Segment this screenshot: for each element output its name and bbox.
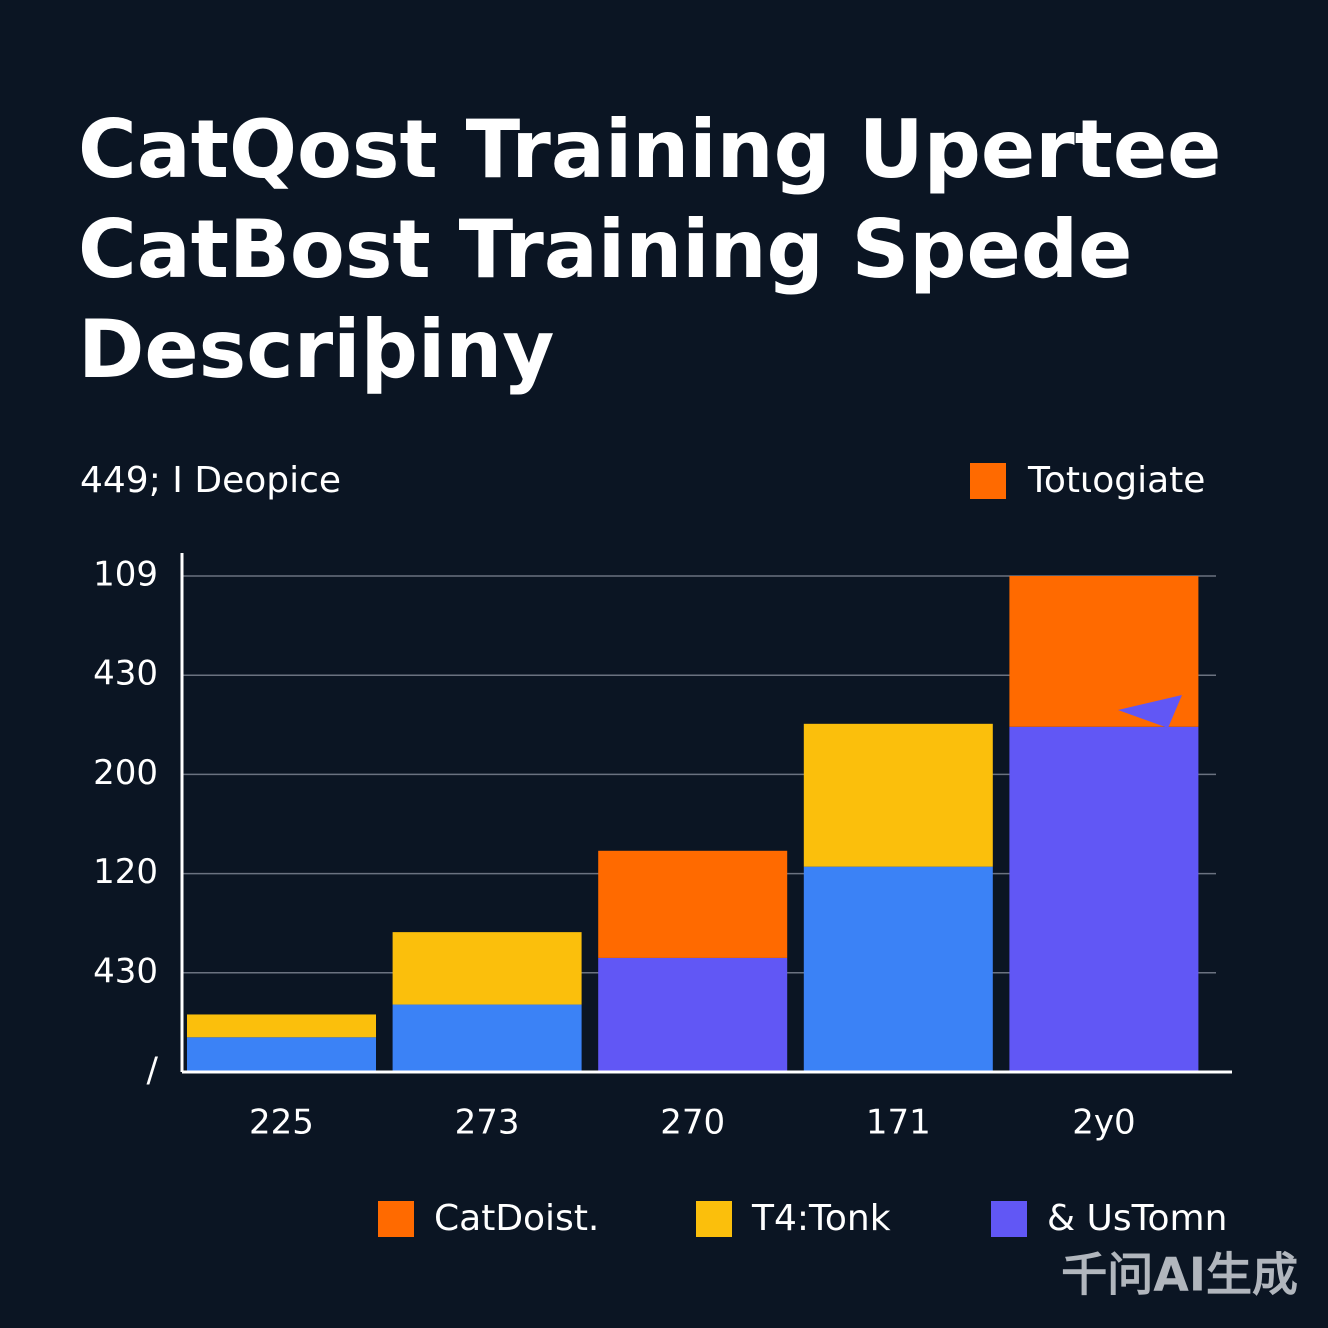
bar-segment — [803, 723, 993, 867]
legend-swatch — [970, 463, 1006, 499]
bar-segment — [392, 932, 582, 1005]
legend-swatch — [378, 1201, 414, 1237]
chart-title: Descriþiny — [78, 303, 554, 396]
x-tick-label: 270 — [660, 1103, 725, 1143]
legend-label: CatDoist. — [434, 1198, 599, 1239]
x-tick-label: 171 — [866, 1103, 931, 1143]
bar-segment — [803, 866, 993, 1072]
bar-segment — [187, 1037, 376, 1072]
arrow — [1118, 695, 1182, 728]
chart-title: CatQost Training Upertee — [78, 103, 1221, 196]
y-tick-label: 430 — [93, 951, 158, 991]
chart-title: CatBost Training Spede — [78, 203, 1132, 296]
legend-swatch — [991, 1201, 1027, 1237]
y-tick-label: / — [147, 1051, 159, 1091]
legend-label: T4:Tonk — [751, 1198, 891, 1239]
legend-swatch — [696, 1201, 732, 1237]
y-tick-label: 200 — [93, 753, 158, 793]
y-tick-label: 109 — [93, 555, 158, 595]
y-tick-label: 120 — [93, 852, 158, 892]
bar-segment — [1009, 726, 1199, 1072]
bar-segment — [392, 1004, 582, 1072]
x-tick-label: 225 — [249, 1103, 314, 1143]
subtitle: 449; I Deopice — [80, 460, 341, 501]
y-tick-label: 430 — [93, 654, 158, 694]
bar-segment — [187, 1014, 376, 1038]
legend-label: & UsTomn — [1047, 1198, 1227, 1239]
legend-label: Totιogiate — [1027, 460, 1205, 501]
bar-segment — [598, 957, 788, 1072]
bar-segment — [598, 850, 788, 958]
watermark: 千问AI生成 — [1061, 1248, 1298, 1302]
x-tick-label: 273 — [455, 1103, 520, 1143]
x-tick-label: 2y0 — [1072, 1103, 1135, 1143]
